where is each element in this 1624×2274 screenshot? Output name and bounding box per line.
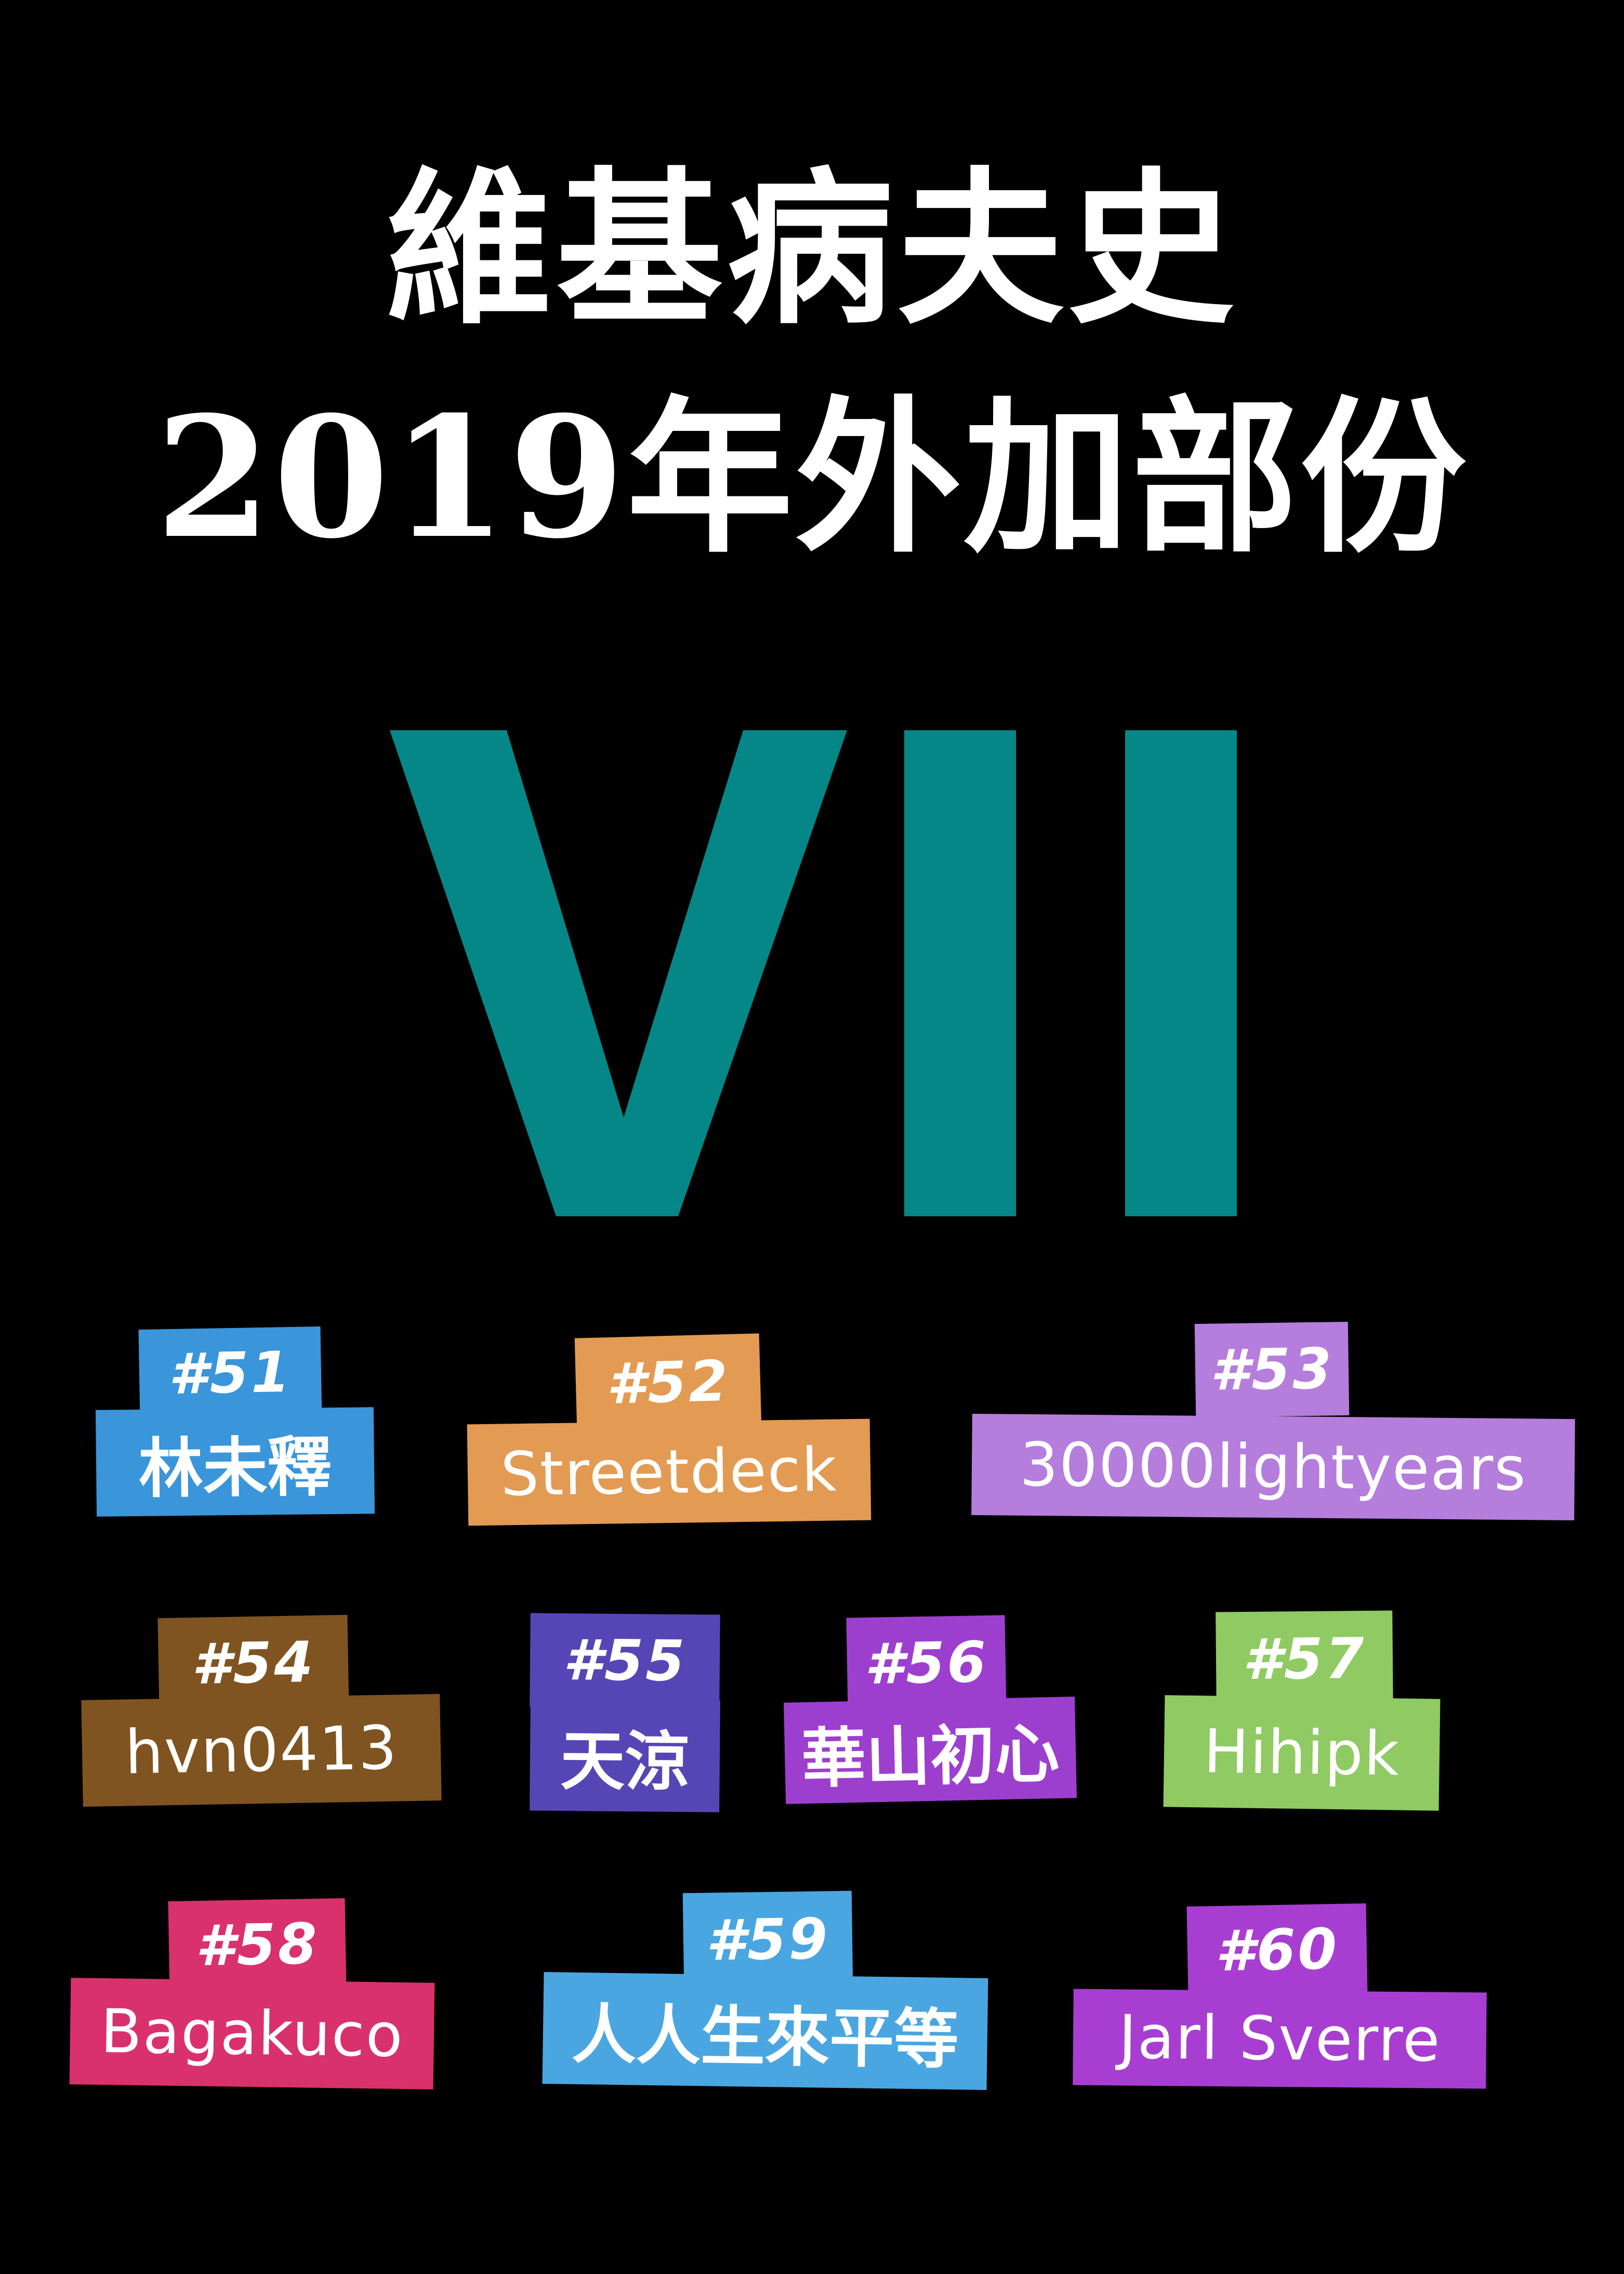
contributor-name: Streetdeck (467, 1418, 872, 1526)
numeral-i-1 (904, 730, 1016, 1216)
contributor-number: #56 (846, 1615, 1007, 1712)
contributor-name: 天涼 (530, 1699, 720, 1812)
contributor-number: #57 (1216, 1610, 1393, 1708)
contributor-number: #51 (138, 1326, 322, 1421)
contributor-number: #60 (1186, 1903, 1368, 1997)
contributor-name: Jarl Sverre (1073, 1989, 1487, 2089)
numeral-v (390, 730, 847, 1216)
contributor-number: #53 (1194, 1321, 1350, 1418)
contributor-name: Hihipk (1163, 1695, 1441, 1811)
contributor-number: #55 (530, 1613, 720, 1708)
contributor-name: Bagakuco (69, 1978, 435, 2089)
contributor-number: #52 (574, 1333, 762, 1432)
contributor-name: 林未釋 (95, 1407, 375, 1517)
contributor-name: 30000lightyears (971, 1413, 1575, 1521)
page-title: 維基病夫史 (386, 152, 1238, 347)
contributor-name: 華山初心 (784, 1697, 1077, 1804)
numeral-i-2 (1125, 730, 1237, 1216)
volume-numeral-glyphs (390, 730, 1237, 1216)
volume-numeral (390, 730, 1237, 1216)
contributor-name: hvn0413 (81, 1693, 442, 1807)
contributor-number: #58 (168, 1898, 347, 1992)
contributor-name: 人人生來平等 (542, 1972, 988, 2090)
page-subtitle: 2019年外加部份 (155, 380, 1469, 575)
